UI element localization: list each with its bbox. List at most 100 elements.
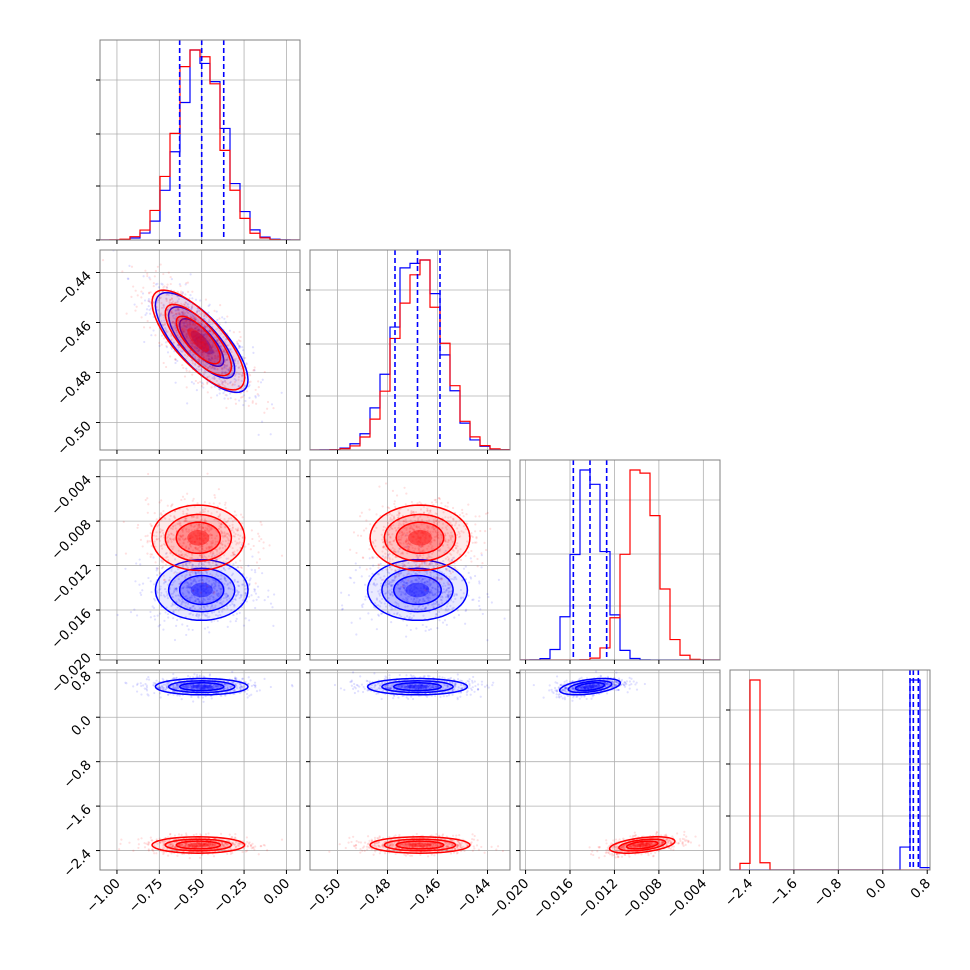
- scatter-point: [252, 544, 255, 548]
- scatter-point: [484, 512, 488, 515]
- scatter-point: [149, 531, 152, 535]
- scatter-point: [171, 325, 174, 328]
- scatter-point: [213, 375, 216, 379]
- scatter-point: [255, 598, 258, 601]
- scatter-point: [218, 377, 221, 380]
- scatter-point: [196, 325, 199, 328]
- scatter-point: [183, 304, 186, 307]
- scatter-point: [152, 329, 155, 332]
- scatter-point: [189, 340, 192, 343]
- scatter-point: [254, 606, 257, 610]
- scatter-point: [143, 340, 146, 344]
- scatter-point: [197, 615, 200, 618]
- scatter-point: [196, 310, 199, 313]
- scatter-point: [232, 603, 235, 606]
- scatter-point: [208, 365, 212, 368]
- panel-1-1: [306, 249, 511, 454]
- scatter-point: [223, 340, 226, 343]
- scatter-point: [203, 347, 206, 350]
- scatter-point: [194, 342, 197, 345]
- scatter-point: [161, 565, 165, 569]
- scatter-point: [230, 350, 233, 354]
- scatter-point: [190, 305, 193, 309]
- scatter-point: [194, 565, 197, 569]
- scatter-point: [242, 404, 245, 407]
- scatter-point: [490, 601, 493, 604]
- scatter-point: [185, 633, 188, 637]
- scatter-point: [188, 562, 191, 565]
- scatter-point: [213, 336, 216, 339]
- scatter-point: [207, 348, 210, 351]
- scatter-point: [239, 396, 243, 399]
- scatter-point: [157, 286, 161, 289]
- scatter-point: [172, 672, 175, 676]
- scatter-point: [200, 340, 203, 344]
- scatter-point: [257, 532, 260, 535]
- scatter-point: [181, 350, 184, 353]
- scatter-point: [189, 341, 192, 344]
- scatter-point: [225, 364, 229, 368]
- scatter-point: [186, 323, 190, 326]
- scatter-point: [146, 497, 149, 500]
- scatter-point: [253, 588, 256, 591]
- scatter-point: [222, 367, 225, 370]
- scatter-point: [197, 368, 200, 371]
- scatter-point: [238, 345, 241, 348]
- scatter-point: [160, 306, 164, 310]
- scatter-point: [179, 284, 182, 288]
- scatter-point: [197, 358, 201, 361]
- scatter-point: [198, 358, 201, 361]
- scatter-point: [239, 559, 242, 562]
- scatter-point: [192, 589, 195, 593]
- scatter-point: [195, 582, 198, 585]
- scatter-point: [186, 492, 189, 495]
- scatter-point: [456, 569, 459, 572]
- scatter-point: [371, 572, 374, 575]
- scatter-point: [213, 606, 217, 609]
- scatter-point: [161, 283, 164, 286]
- scatter-point: [197, 365, 200, 368]
- scatter-point: [451, 506, 455, 510]
- scatter-point: [184, 604, 187, 608]
- scatter-point: [434, 579, 437, 583]
- scatter-point: [202, 342, 206, 345]
- scatter-point: [167, 616, 170, 619]
- scatter-point: [199, 585, 202, 588]
- scatter-point: [253, 590, 256, 593]
- scatter-point: [192, 700, 195, 703]
- scatter-point: [164, 563, 168, 566]
- scatter-point: [211, 589, 214, 592]
- scatter-point: [237, 566, 240, 569]
- scatter-point: [226, 625, 229, 628]
- scatter-point: [228, 368, 231, 371]
- scatter-point: [471, 541, 474, 544]
- scatter-point: [175, 315, 178, 318]
- scatter-point: [481, 612, 484, 616]
- scatter-point: [358, 515, 362, 518]
- scatter-point: [205, 348, 209, 351]
- scatter-point: [200, 342, 203, 345]
- scatter-point: [185, 281, 188, 285]
- scatter-point: [178, 308, 181, 311]
- scatter-point: [347, 594, 351, 597]
- scatter-point: [157, 298, 160, 302]
- scatter-point: [184, 602, 187, 605]
- scatter-point: [167, 317, 171, 320]
- scatter-point: [356, 534, 360, 537]
- scatter-point: [169, 339, 173, 342]
- scatter-point: [220, 366, 224, 369]
- scatter-point: [187, 312, 190, 315]
- scatter-point: [144, 682, 147, 686]
- scatter-point: [184, 576, 187, 579]
- scatter-point: [165, 298, 168, 301]
- scatter-point: [252, 369, 255, 372]
- scatter-point: [233, 383, 236, 386]
- scatter-point: [248, 374, 252, 377]
- scatter-point: [195, 337, 198, 340]
- scatter-point: [187, 303, 190, 306]
- scatter-point: [238, 596, 241, 600]
- scatter-point: [206, 340, 210, 343]
- scatter-point: [232, 357, 235, 360]
- scatter-point: [377, 566, 380, 569]
